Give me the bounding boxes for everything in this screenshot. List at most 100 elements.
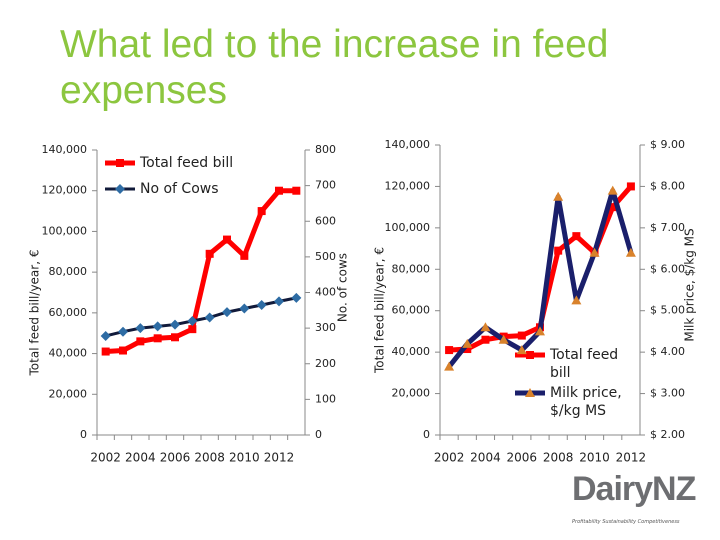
y-tick-label: 40,000 [49,347,88,360]
marker [223,235,231,244]
y-tick-label: 120,000 [42,184,88,197]
x-tick-label: 2004 [470,451,501,465]
logo: DairyNZ [572,470,696,508]
legend-label: Milk price, $/kg MS [550,385,622,419]
x-tick-label: 2002 [90,451,121,465]
marker [275,186,283,195]
y-tick-label: 100,000 [385,221,431,234]
y-tick-label: 120,000 [385,179,431,192]
y-tick-label: 20,000 [392,387,431,400]
y2-tick-label: 400 [315,286,336,299]
marker [291,292,302,303]
y-tick-label: 20,000 [49,387,88,400]
marker [516,345,527,355]
marker [444,361,455,371]
series-line [105,188,297,355]
marker [171,333,179,342]
y2-tick-label: 500 [315,250,336,263]
y2-axis-label: No. of cows [336,253,350,322]
y-tick-label: 0 [80,428,87,441]
marker [445,346,454,355]
marker [553,191,564,201]
y-axis-label: Total feed bill/year, € [28,250,42,377]
y-tick-label: 60,000 [392,304,431,317]
y2-tick-label: $ 2.00 [650,428,685,441]
y2-tick-label: 300 [315,321,336,334]
marker [607,185,618,195]
marker [257,207,266,216]
marker [204,312,215,323]
y2-tick-label: $ 9.00 [650,138,685,151]
marker [625,247,636,257]
legend-label: No of Cows [140,181,219,197]
marker [571,295,582,305]
x-tick-label: 2004 [125,451,156,465]
marker [589,247,600,257]
x-tick-label: 2008 [543,451,574,465]
y2-tick-label: $ 7.00 [650,221,685,234]
legend-label: Total feed bill [140,155,234,171]
y2-tick-label: $ 3.00 [650,387,685,400]
x-tick-label: 2006 [507,451,538,465]
y-tick-label: 140,000 [42,143,88,156]
y2-tick-label: $ 4.00 [650,345,685,358]
logo-tagline: Profitability Sustainability Competitive… [572,519,680,525]
legend-marker [526,351,534,359]
y-tick-label: 140,000 [385,138,431,151]
marker [480,322,491,332]
marker [239,303,250,314]
x-tick-label: 2006 [160,451,191,465]
y2-tick-label: 700 [315,179,336,192]
marker [462,338,473,348]
marker [626,182,635,191]
y-axis-label: Total feed bill/year, € [373,247,387,374]
legend-label: Total feed bill [550,347,619,381]
marker [572,232,581,241]
marker [222,307,232,318]
y2-tick-label: $ 5.00 [650,304,685,317]
marker [100,330,111,341]
marker [153,334,162,343]
marker [481,335,490,344]
legend-marker [525,388,535,397]
marker [256,299,267,310]
y-tick-label: 60,000 [49,306,88,319]
x-tick-label: 2012 [616,451,647,465]
y2-tick-label: 200 [315,357,336,370]
y-tick-label: 40,000 [392,345,431,358]
y2-axis-label: Milk price, $/kg MS [683,228,697,341]
x-tick-label: 2010 [579,451,610,465]
marker [535,326,545,336]
y2-tick-label: $ 6.00 [650,262,685,275]
y2-tick-label: $ 8.00 [650,179,685,192]
x-tick-label: 2010 [229,451,260,465]
marker [170,319,180,330]
y2-tick-label: 100 [315,392,336,405]
marker [608,203,617,212]
marker [118,326,128,337]
y-tick-label: 100,000 [42,224,88,237]
legend-marker [116,159,124,167]
x-tick-label: 2002 [434,451,465,465]
marker [517,331,526,340]
slide-title: What led to the increase in feed expense… [60,23,609,112]
series-line [105,296,297,338]
y2-tick-label: 0 [315,428,322,441]
x-tick-label: 2008 [194,451,225,465]
y2-tick-label: 600 [315,214,336,227]
marker [188,325,197,334]
marker [240,251,249,260]
y-tick-label: 80,000 [49,265,88,278]
marker [119,346,127,355]
y2-tick-label: 800 [315,143,336,156]
marker [292,186,301,195]
marker [136,337,145,346]
series-line [447,188,634,369]
marker [205,249,214,258]
marker [101,347,110,356]
marker [152,321,163,332]
marker [187,316,198,326]
y-tick-label: 0 [423,428,430,441]
